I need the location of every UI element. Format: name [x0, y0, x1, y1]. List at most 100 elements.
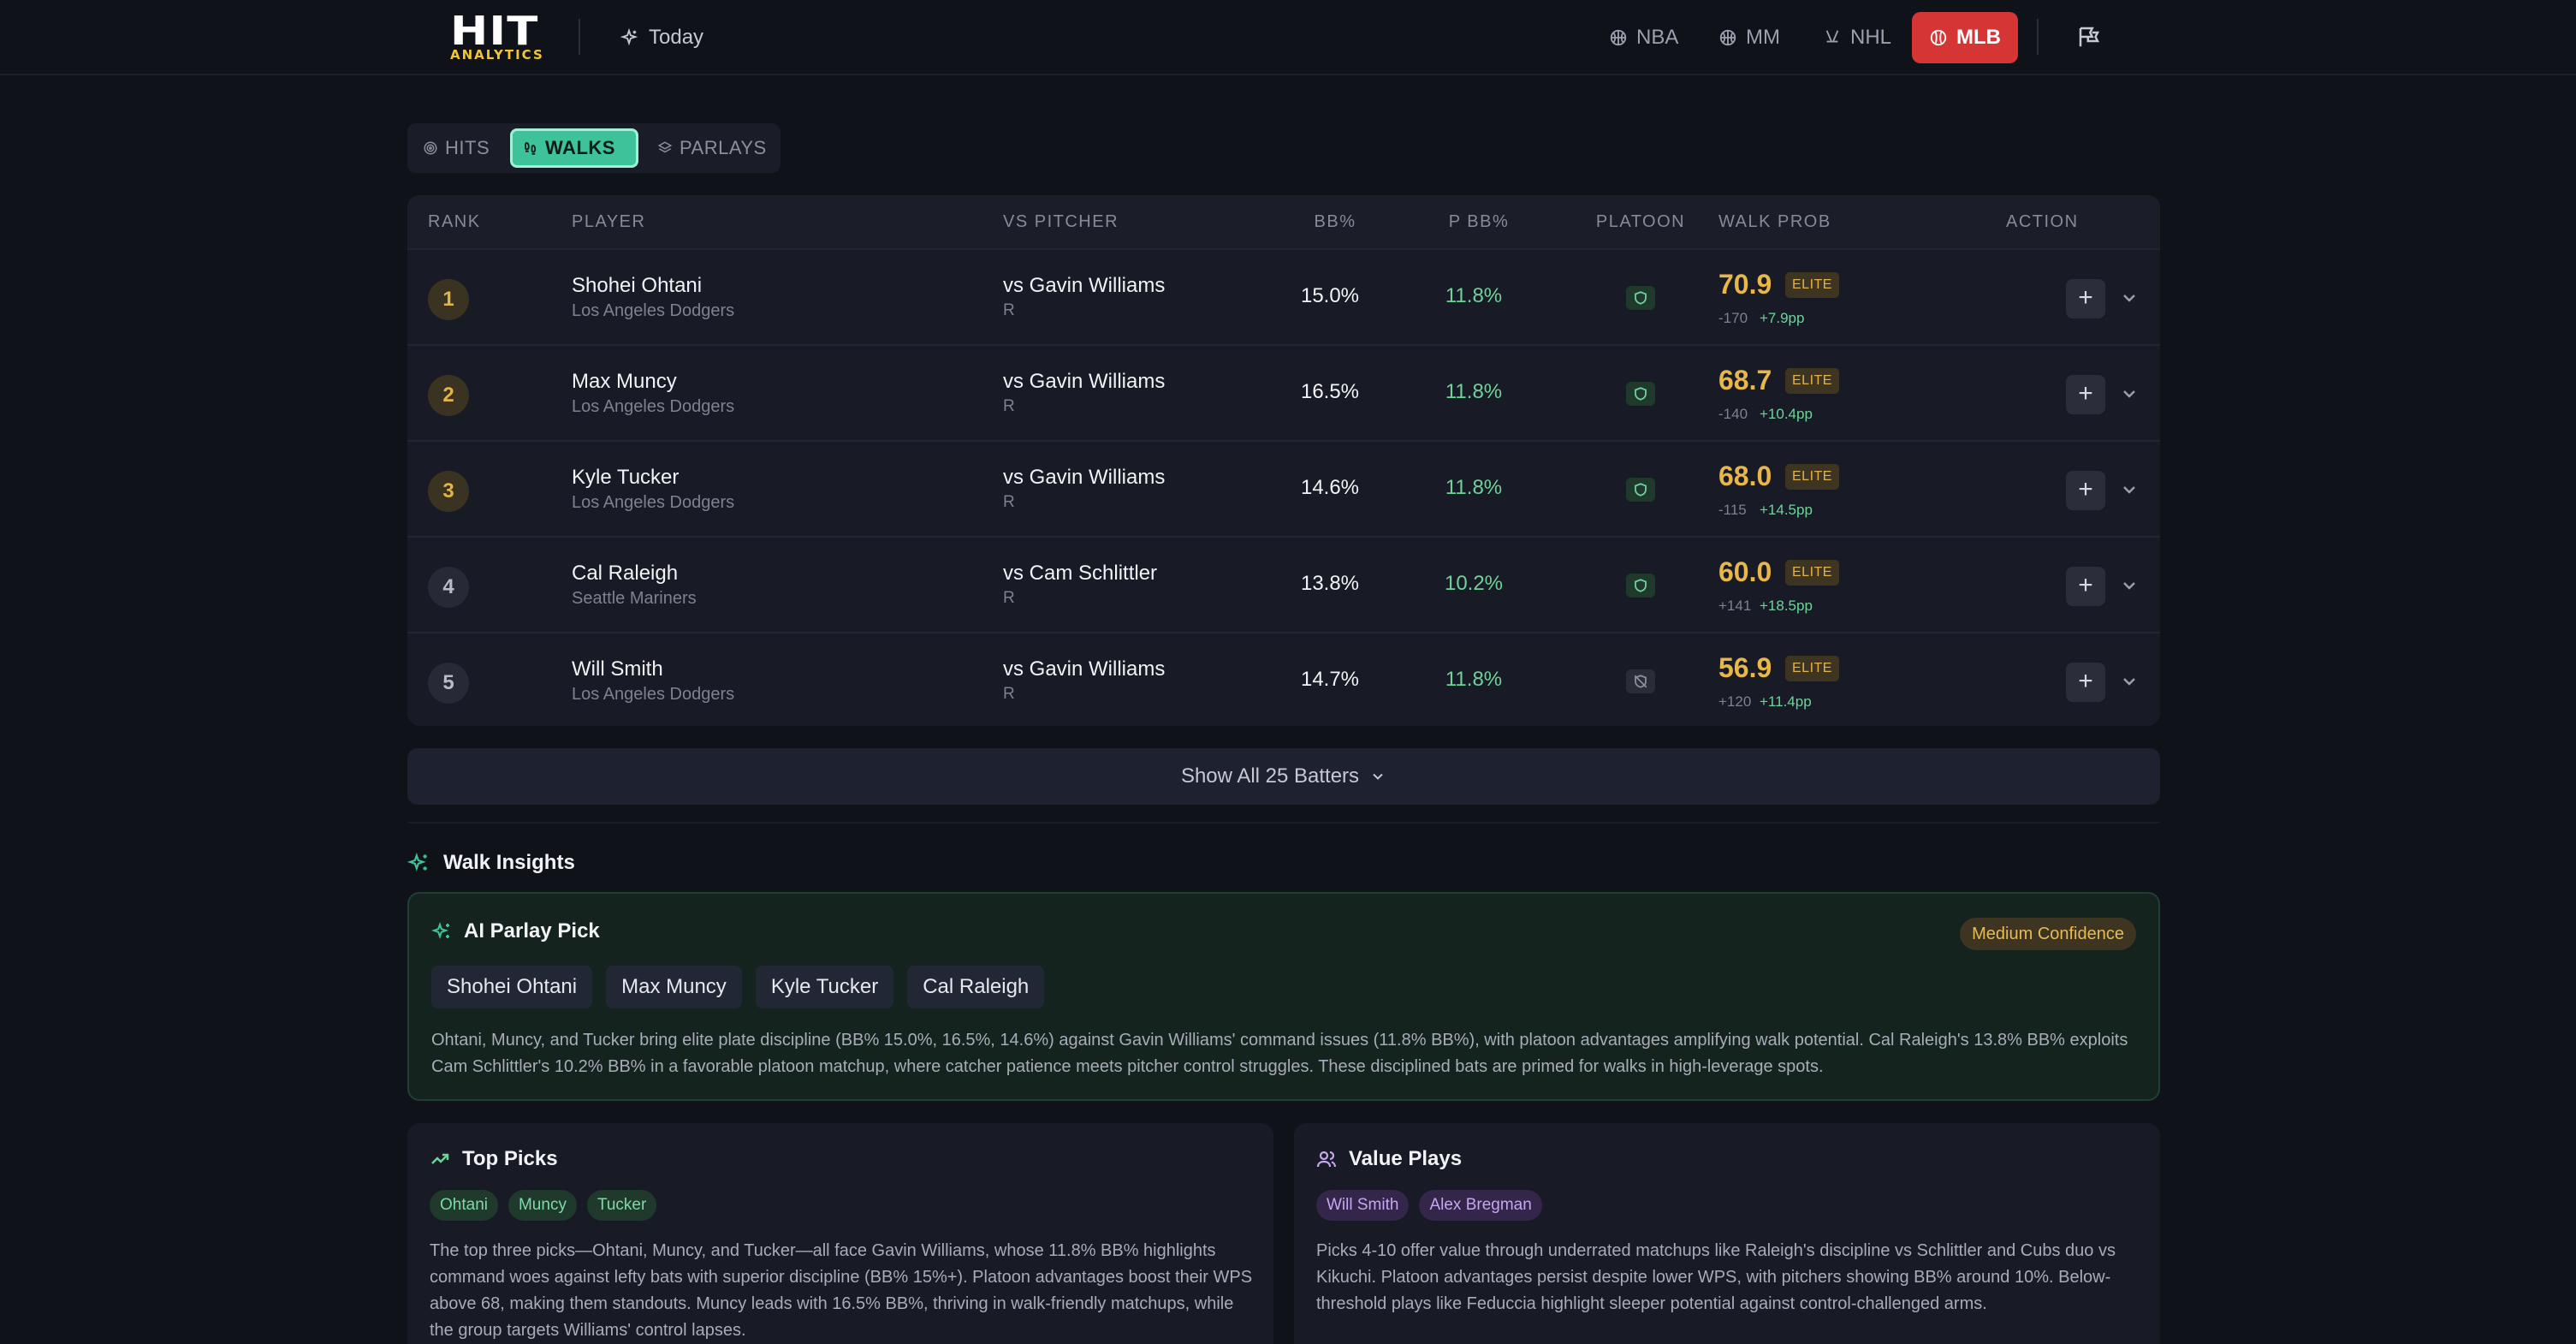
sport-label: NBA	[1636, 26, 1679, 49]
walk-insights-title: Walk Insights	[443, 851, 575, 874]
player-team: Los Angeles Dodgers	[572, 685, 735, 704]
logo[interactable]: HIT ANALYTICS	[450, 11, 560, 62]
odds: -170	[1718, 310, 1748, 326]
platoon-advantage-badge	[1626, 478, 1655, 502]
col-action: ACTION	[2006, 212, 2079, 231]
col-player[interactable]: PLAYER	[572, 212, 646, 231]
sport-tab-mm[interactable]: MM	[1701, 12, 1797, 63]
platoon-advantage-badge	[1626, 286, 1655, 310]
logo-text: HIT	[450, 8, 539, 54]
parlay-player-chips: Shohei Ohtani Max Muncy Kyle Tucker Cal …	[431, 966, 1045, 1008]
nav-divider	[2037, 19, 2039, 55]
plus-icon: +	[2078, 475, 2093, 503]
rank-badge: 4	[428, 567, 469, 608]
today-label: Today	[649, 26, 704, 49]
trending-up-icon	[431, 1153, 449, 1164]
pitcher-bb-pct: 11.8%	[1445, 668, 1503, 691]
sport-label: MM	[1746, 26, 1780, 49]
col-platoon[interactable]: PLATOON	[1595, 212, 1686, 231]
player-chip[interactable]: Shohei Ohtani	[431, 966, 593, 1008]
col-rank[interactable]: RANK	[428, 212, 481, 231]
sport-tab-mlb[interactable]: MLB	[1912, 12, 2018, 63]
chevron-down-icon[interactable]	[2119, 384, 2140, 404]
value-plays-tags: Will Smith Alex Bregman	[1316, 1190, 1542, 1221]
add-to-parlay-button[interactable]: +	[2066, 567, 2105, 606]
pitcher-hand: R	[1003, 685, 1015, 703]
pitcher-bb-pct: 11.8%	[1445, 380, 1503, 403]
rank-badge: 2	[428, 375, 469, 416]
player-tag[interactable]: Ohtani	[430, 1190, 498, 1221]
tab-walks[interactable]: WALKS	[510, 128, 638, 168]
table-row[interactable]: 3 Kyle Tucker Los Angeles Dodgers vs Gav…	[407, 440, 2160, 536]
pitcher-bb-pct: 11.8%	[1445, 284, 1503, 307]
player-tag[interactable]: Muncy	[507, 1190, 577, 1221]
table-row[interactable]: 5 Will Smith Los Angeles Dodgers vs Gavi…	[407, 632, 2160, 726]
table-row[interactable]: 1 Shohei Ohtani Los Angeles Dodgers vs G…	[407, 248, 2160, 344]
bb-pct: 16.5%	[1300, 380, 1360, 403]
player-tag[interactable]: Will Smith	[1316, 1190, 1410, 1221]
col-pbb[interactable]: P BB%	[1448, 212, 1510, 231]
col-bb[interactable]: BB%	[1314, 212, 1356, 231]
odds: +120	[1718, 693, 1752, 710]
pitcher-name: vs Gavin Williams	[1003, 466, 1166, 489]
flag-icon[interactable]	[2076, 24, 2102, 50]
elite-badge: ELITE	[1785, 368, 1839, 394]
player-name: Kyle Tucker	[572, 466, 680, 489]
add-to-parlay-button[interactable]: +	[2066, 279, 2105, 318]
pitcher-hand: R	[1003, 493, 1015, 511]
sport-tab-nba[interactable]: NBA	[1592, 12, 1695, 63]
walks-table: RANK PLAYER VS PITCHER BB% P BB% PLATOON…	[407, 195, 2160, 726]
sport-label: MLB	[1956, 26, 2001, 49]
player-chip[interactable]: Max Muncy	[606, 966, 742, 1008]
sport-tab-nhl[interactable]: NHL	[1806, 12, 1908, 63]
target-icon	[424, 141, 437, 155]
table-row[interactable]: 2 Max Muncy Los Angeles Dodgers vs Gavin…	[407, 344, 2160, 440]
show-all-batters-button[interactable]: Show All 25 Batters	[407, 748, 2160, 805]
elite-badge: ELITE	[1785, 656, 1839, 681]
walk-probability: 68.0	[1718, 461, 1772, 491]
player-chip[interactable]: Cal Raleigh	[907, 966, 1045, 1008]
layers-icon	[657, 141, 673, 153]
chevron-down-icon[interactable]	[2119, 479, 2140, 500]
chevron-down-icon[interactable]	[2119, 671, 2140, 692]
nav-divider	[579, 19, 580, 55]
show-all-label: Show All 25 Batters	[1180, 764, 1360, 788]
player-tag[interactable]: Alex Bregman	[1419, 1190, 1542, 1221]
col-vs-pitcher[interactable]: VS PITCHER	[1003, 212, 1119, 231]
player-name: Max Muncy	[572, 370, 677, 393]
player-team: Los Angeles Dodgers	[572, 301, 735, 320]
player-name: Shohei Ohtani	[572, 274, 703, 297]
player-tag[interactable]: Tucker	[586, 1190, 657, 1221]
top-picks-description: The top three picks—Ohtani, Muncy, and T…	[430, 1241, 1253, 1340]
tab-hits[interactable]: HITS	[413, 128, 500, 168]
add-to-parlay-button[interactable]: +	[2066, 471, 2105, 510]
pitcher-bb-pct: 10.2%	[1444, 572, 1504, 595]
platoon-none-badge	[1626, 669, 1655, 693]
add-to-parlay-button[interactable]: +	[2066, 663, 2105, 702]
tab-label: WALKS	[545, 137, 615, 158]
top-picks-heading: Top Picks	[430, 1147, 558, 1171]
chevron-down-icon[interactable]	[2119, 288, 2140, 308]
walk-probability: 70.9	[1718, 269, 1772, 300]
pitcher-name: vs Gavin Williams	[1003, 370, 1166, 393]
tab-parlays[interactable]: PARLAYS	[647, 128, 777, 168]
ai-parlay-heading: AI Parlay Pick	[431, 919, 600, 943]
shield-icon	[1635, 579, 1647, 592]
ai-parlay-pick-card: AI Parlay Pick Medium Confidence Shohei …	[407, 892, 2160, 1101]
table-row[interactable]: 4 Cal Raleigh Seattle Mariners vs Cam Sc…	[407, 536, 2160, 632]
hockey-stick-icon	[1825, 30, 1839, 43]
platoon-advantage-badge	[1626, 382, 1655, 406]
sparkles-icon	[407, 853, 427, 871]
confidence-badge: Medium Confidence	[1960, 918, 2136, 950]
today-link[interactable]: Today	[620, 21, 703, 55]
chevron-down-icon[interactable]	[2119, 575, 2140, 596]
player-name: Cal Raleigh	[572, 562, 679, 585]
col-walk-prob[interactable]: WALK PROB	[1718, 212, 1831, 231]
player-chip[interactable]: Kyle Tucker	[755, 966, 894, 1008]
rank-badge: 3	[428, 471, 469, 512]
pitcher-bb-pct: 11.8%	[1445, 476, 1503, 499]
add-to-parlay-button[interactable]: +	[2066, 375, 2105, 414]
plus-icon: +	[2078, 667, 2093, 695]
elite-badge: ELITE	[1785, 272, 1839, 298]
footprints-icon	[525, 142, 537, 155]
